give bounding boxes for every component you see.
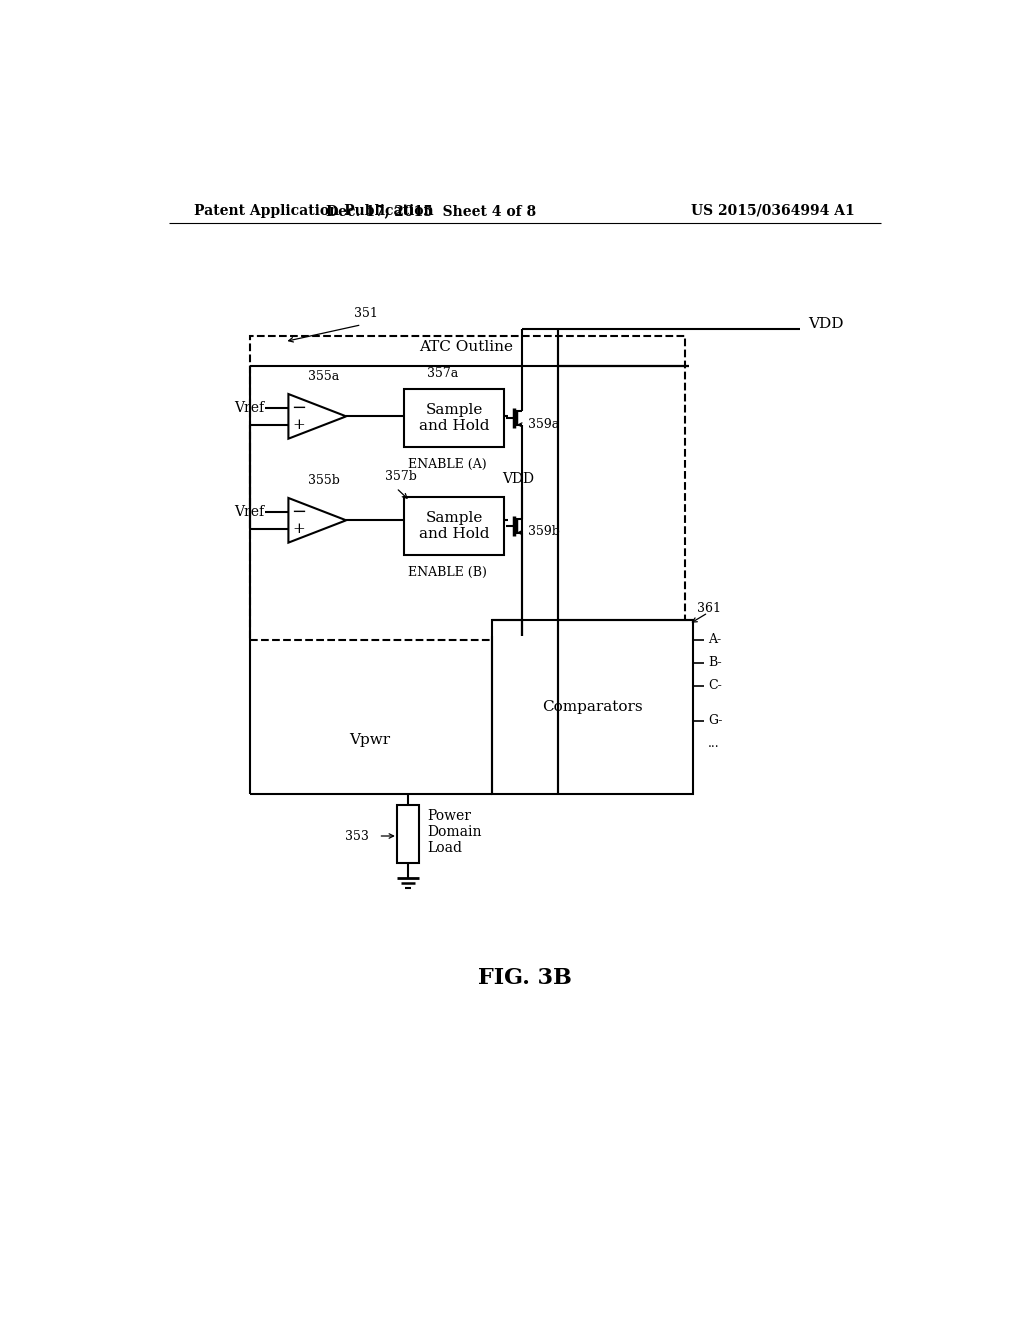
Text: Dec. 17, 2015  Sheet 4 of 8: Dec. 17, 2015 Sheet 4 of 8 [326,203,536,218]
Text: G-: G- [708,714,723,727]
Text: C-: C- [708,680,722,693]
Text: 351: 351 [354,308,378,321]
Text: 355b: 355b [307,474,340,487]
Text: +: + [292,418,305,432]
Text: ATC Outline: ATC Outline [419,341,513,354]
Text: Sample
and Hold: Sample and Hold [419,511,489,541]
Text: 359a: 359a [528,417,559,430]
Text: Power
Domain
Load: Power Domain Load [428,809,482,855]
Text: +: + [292,521,305,536]
Text: FIG. 3B: FIG. 3B [478,968,571,990]
Text: ...: ... [708,737,720,750]
Text: 359b: 359b [528,525,560,539]
Text: Vref: Vref [233,401,264,414]
Text: Vpwr: Vpwr [349,733,390,747]
Text: A-: A- [708,634,721,647]
Text: B-: B- [708,656,722,669]
Bar [493,620,692,793]
Bar [250,335,685,640]
Text: 353: 353 [345,829,370,842]
Text: US 2015/0364994 A1: US 2015/0364994 A1 [690,203,854,218]
Bar [397,805,419,863]
Text: ENABLE (B): ENABLE (B) [408,566,486,578]
Text: Patent Application Publication: Patent Application Publication [194,203,433,218]
Bar [403,498,504,554]
Text: ENABLE (A): ENABLE (A) [408,458,486,471]
Text: −: − [291,399,306,417]
Text: Comparators: Comparators [543,700,643,714]
Text: Sample
and Hold: Sample and Hold [419,403,489,433]
Text: 361: 361 [696,602,721,615]
Text: −: − [291,503,306,521]
Text: VDD: VDD [808,317,844,331]
Text: 357b: 357b [385,470,417,483]
Text: 357a: 357a [427,367,459,380]
Text: 355a: 355a [307,370,339,383]
Bar [403,389,504,447]
Text: VDD: VDD [502,471,534,486]
Text: Vref: Vref [233,504,264,519]
